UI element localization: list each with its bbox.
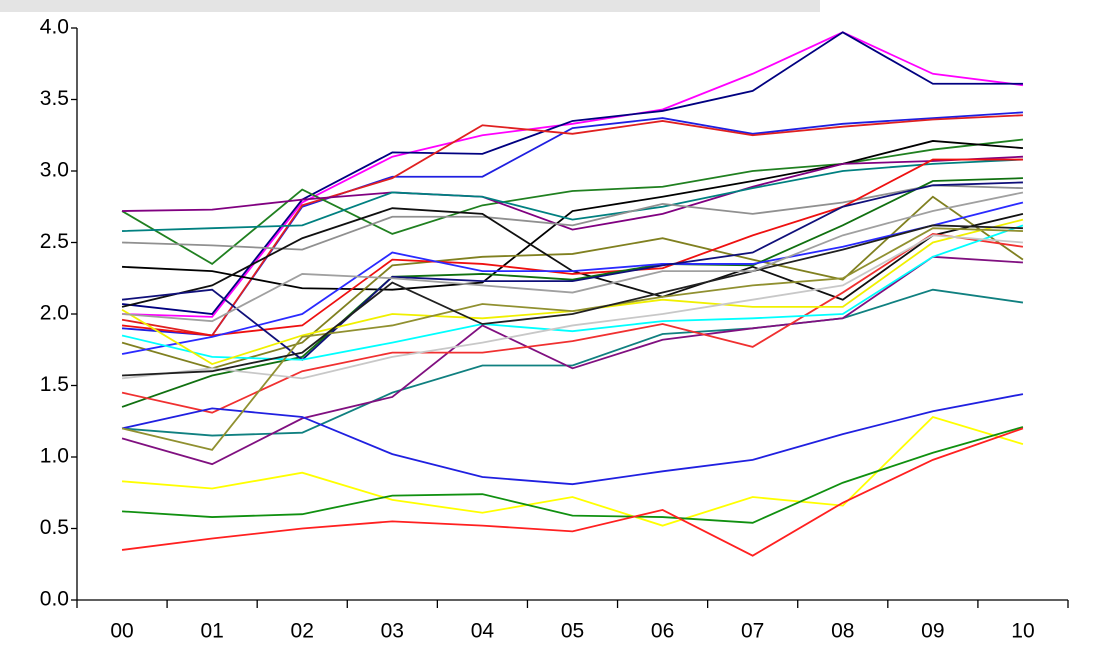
series-line <box>121 426 1024 524</box>
y-tick-label: 2.0 <box>40 302 69 325</box>
y-tick-label: 1.0 <box>40 445 69 468</box>
y-tick-label: 1.5 <box>40 373 69 396</box>
series-line <box>122 155 1023 231</box>
y-tick-label: 4.0 <box>40 16 69 39</box>
series-line <box>122 31 1024 318</box>
x-tick-label: 02 <box>291 620 314 643</box>
y-tick-label: 3.5 <box>40 87 69 110</box>
series-line <box>121 227 1023 451</box>
series-line <box>121 255 1024 466</box>
x-tick-label: 06 <box>651 620 674 643</box>
x-tick-label: 01 <box>200 620 223 643</box>
series-line <box>122 158 1023 232</box>
series-line <box>121 138 1024 266</box>
series-line <box>122 184 1023 251</box>
x-tick-label: 07 <box>741 620 764 643</box>
x-tick-label: 03 <box>381 620 404 643</box>
series-line <box>121 181 1023 361</box>
lines <box>121 31 1024 557</box>
series-line <box>121 177 1023 408</box>
x-tick-label: 10 <box>1011 620 1034 643</box>
series-line <box>121 201 1024 355</box>
x-tick-label: 05 <box>561 620 584 643</box>
y-tick-label: 3.0 <box>40 159 69 182</box>
y-tick-label: 2.5 <box>40 230 69 253</box>
series-line <box>122 140 1024 291</box>
y-tick-label: 0.5 <box>40 516 69 539</box>
series-line <box>121 191 1024 323</box>
x-tick-label: 00 <box>110 620 133 643</box>
series-line <box>121 232 1024 414</box>
x-tick-label: 08 <box>831 620 854 643</box>
toolbar-strip <box>0 0 820 12</box>
x-tick-label: 04 <box>471 620 495 643</box>
y-tick-label: 0.0 <box>40 588 69 611</box>
series-line <box>121 415 1024 527</box>
series-line <box>122 224 1023 377</box>
series-line <box>121 158 1023 337</box>
series-line <box>121 427 1024 557</box>
series-line <box>121 31 1023 315</box>
x-tick-label: 09 <box>921 620 944 643</box>
series-line <box>121 195 1024 370</box>
series-line <box>121 393 1024 486</box>
